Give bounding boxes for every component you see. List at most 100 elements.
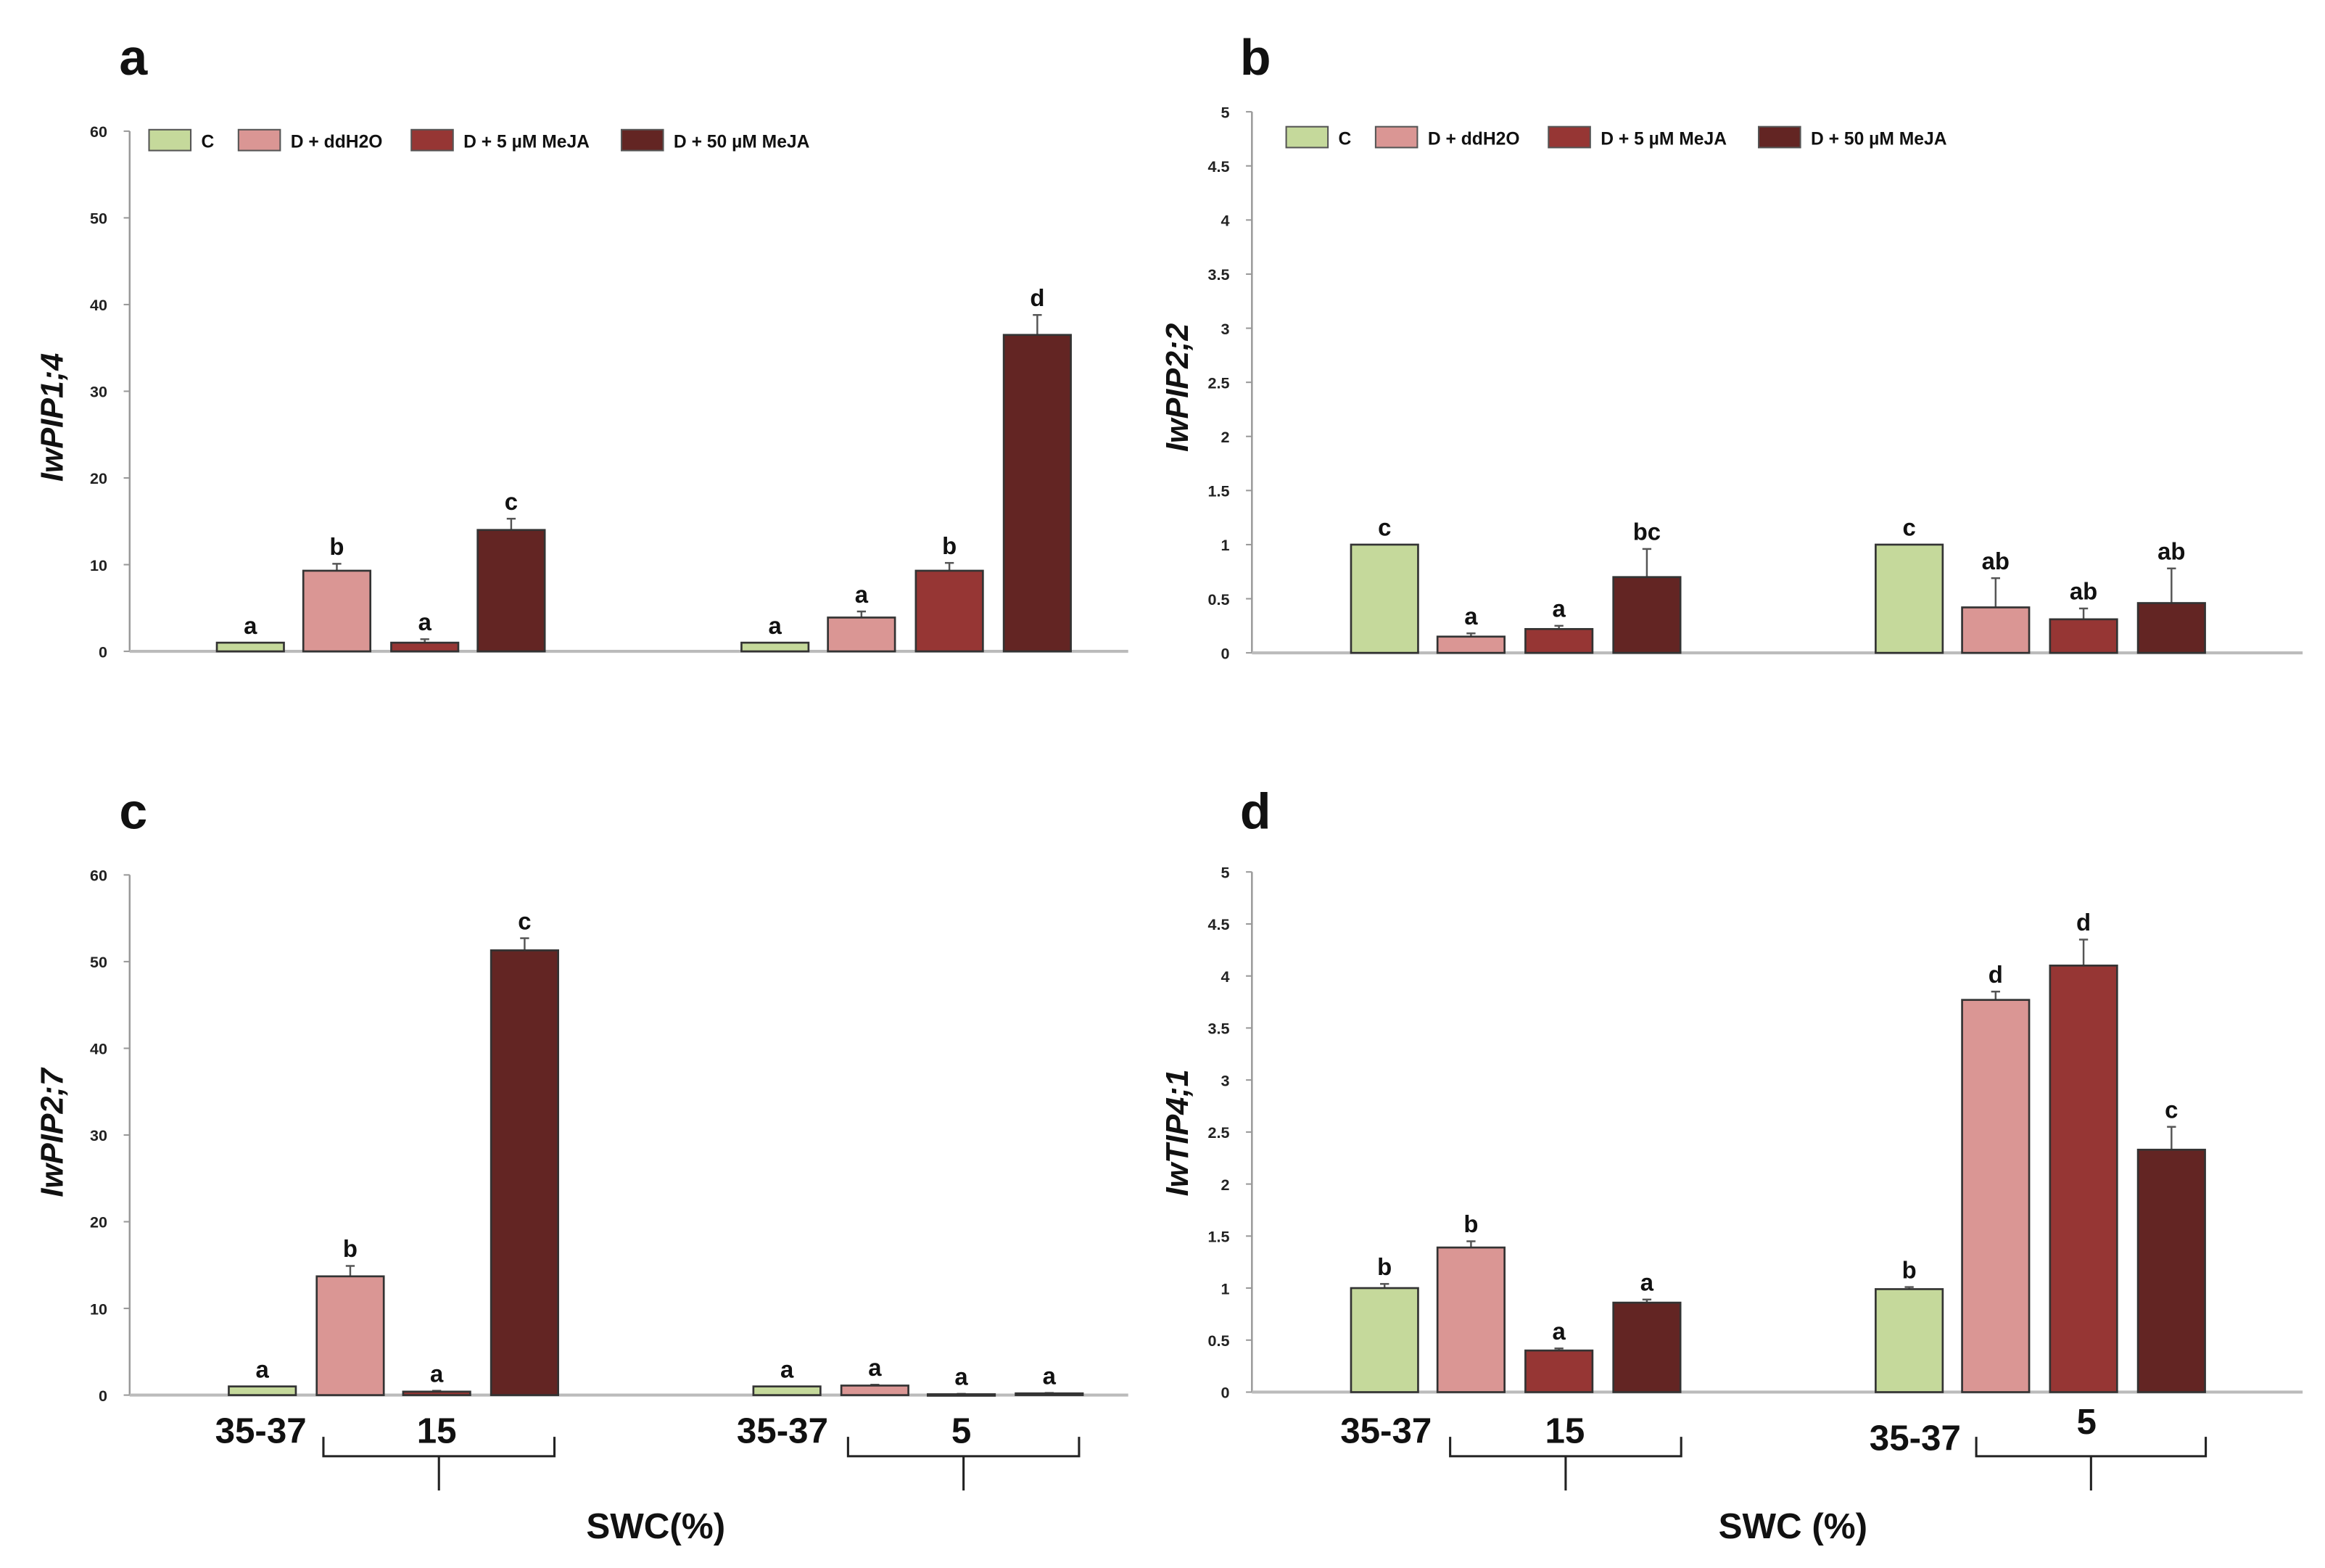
significance-letter: a bbox=[855, 581, 869, 608]
y-tick-label: 60 bbox=[90, 867, 107, 885]
y-tick-label: 50 bbox=[90, 210, 107, 228]
bar bbox=[2136, 1148, 2206, 1393]
y-tick-label: 20 bbox=[90, 1213, 107, 1231]
significance-letter: a bbox=[430, 1360, 444, 1387]
significance-letter: c bbox=[518, 907, 531, 934]
y-tick-label: 30 bbox=[90, 1126, 107, 1144]
x-category-label: 35-37 bbox=[1340, 1411, 1432, 1451]
bar bbox=[402, 1390, 471, 1396]
legend-label: D + 50 µM MeJA bbox=[674, 132, 810, 152]
x-axis-title: SWC(%) bbox=[586, 1506, 725, 1546]
bar bbox=[2049, 618, 2118, 654]
panel-label: c bbox=[119, 783, 147, 840]
bar bbox=[315, 1275, 385, 1396]
bar bbox=[1002, 334, 1072, 653]
y-tick-label: 3 bbox=[1221, 1071, 1229, 1089]
bar bbox=[1436, 635, 1506, 654]
y-tick-label: 0 bbox=[99, 643, 107, 661]
bar bbox=[476, 529, 546, 653]
significance-letter: a bbox=[868, 1354, 882, 1381]
y-tick-label: 60 bbox=[90, 123, 107, 141]
legend-swatch bbox=[1285, 125, 1329, 149]
bar bbox=[215, 641, 285, 653]
y-tick-label: 5 bbox=[1221, 103, 1229, 121]
significance-letter: d bbox=[1989, 961, 2003, 988]
y-tick-label: 1.5 bbox=[1207, 482, 1229, 500]
significance-letter: b bbox=[1377, 1253, 1392, 1280]
y-tick-label: 2 bbox=[1221, 428, 1229, 446]
bar bbox=[390, 641, 460, 653]
legend-label: D + 50 µM MeJA bbox=[1811, 129, 1947, 149]
y-tick-label: 50 bbox=[90, 953, 107, 971]
bar bbox=[840, 1385, 909, 1396]
bar bbox=[228, 1385, 297, 1396]
y-tick-label: 2.5 bbox=[1207, 374, 1229, 392]
bar bbox=[1436, 1246, 1506, 1393]
bar bbox=[740, 641, 810, 653]
bar bbox=[1961, 606, 2031, 654]
bracket bbox=[1449, 1437, 1682, 1491]
bar bbox=[490, 949, 559, 1396]
legend-swatch bbox=[1548, 125, 1591, 149]
y-tick-label: 4 bbox=[1221, 967, 1229, 986]
panel-label: d bbox=[1240, 783, 1271, 840]
legend-label: D + ddH2O bbox=[1428, 129, 1520, 149]
significance-letter: d bbox=[2076, 909, 2091, 936]
y-tick-label: 2 bbox=[1221, 1176, 1229, 1194]
significance-letter: b bbox=[1463, 1210, 1478, 1237]
bar bbox=[1524, 1349, 1594, 1393]
significance-letter: a bbox=[1553, 595, 1566, 622]
bar bbox=[1524, 627, 1594, 654]
y-tick-label: 1 bbox=[1221, 1279, 1229, 1297]
y-axis-label: IwPIP1;4 bbox=[35, 353, 70, 482]
y-tick-label: 10 bbox=[90, 1300, 107, 1318]
x-category-label: 5 bbox=[951, 1411, 971, 1451]
significance-letter: a bbox=[418, 608, 432, 635]
bar bbox=[1875, 543, 1944, 654]
legend-swatch bbox=[410, 128, 454, 152]
panel-d: d 0 0.5 1 1.5 2 2.5 3 3.5 4 4.5 5 IwTIP4;1 b b a a b d d c 35… bbox=[1160, 783, 2303, 1546]
y-tick-label: 0 bbox=[99, 1387, 107, 1405]
y-tick-label: 2.5 bbox=[1207, 1123, 1229, 1142]
significance-letter: a bbox=[1640, 1268, 1654, 1295]
significance-letter: a bbox=[1043, 1362, 1057, 1389]
y-tick-label: 20 bbox=[90, 469, 107, 487]
legend-label: C bbox=[1339, 129, 1352, 149]
bar bbox=[827, 616, 896, 653]
bar bbox=[1612, 576, 1682, 654]
significance-letter: c bbox=[2165, 1096, 2178, 1123]
y-tick-label: 40 bbox=[90, 1040, 107, 1058]
bar bbox=[1612, 1301, 1682, 1393]
legend-label: D + 5 µM MeJA bbox=[1601, 129, 1727, 149]
significance-letter: d bbox=[1030, 284, 1044, 311]
significance-letter: a bbox=[256, 1356, 270, 1382]
x-axis-title: SWC (%) bbox=[1719, 1506, 1867, 1546]
panel-a: a 0 10 20 30 40 50 60 IwPIP1;4 a b a c a a b d C D + ddH2O… bbox=[35, 29, 1128, 661]
significance-letter: a bbox=[769, 612, 782, 639]
significance-letter: a bbox=[244, 612, 257, 639]
bar bbox=[2049, 965, 2118, 1393]
legend-swatch bbox=[1758, 125, 1801, 149]
significance-letter: a bbox=[954, 1363, 968, 1390]
x-category-label: 35-37 bbox=[215, 1411, 307, 1451]
bracket bbox=[322, 1437, 556, 1491]
bracket bbox=[1975, 1437, 2208, 1491]
bar bbox=[1350, 543, 1419, 654]
bar bbox=[926, 1393, 996, 1397]
bar bbox=[752, 1385, 822, 1396]
y-tick-label: 3 bbox=[1221, 320, 1229, 338]
panel-label: b bbox=[1240, 29, 1271, 86]
significance-letter: b bbox=[1902, 1256, 1917, 1283]
y-tick-label: 40 bbox=[90, 296, 107, 314]
x-category-label: 35-37 bbox=[737, 1411, 828, 1451]
y-tick-label: 4 bbox=[1221, 212, 1229, 230]
significance-letter: c bbox=[1902, 514, 1915, 541]
significance-letter: b bbox=[343, 1235, 358, 1262]
y-tick-label: 3.5 bbox=[1207, 265, 1229, 284]
significance-letter: ab bbox=[2070, 578, 2097, 605]
y-tick-label: 0 bbox=[1221, 1384, 1229, 1402]
y-tick-label: 0.5 bbox=[1207, 1332, 1229, 1350]
y-axis-label: IwPIP2;7 bbox=[35, 1067, 70, 1197]
significance-letter: a bbox=[1553, 1318, 1566, 1345]
bar bbox=[302, 569, 372, 653]
